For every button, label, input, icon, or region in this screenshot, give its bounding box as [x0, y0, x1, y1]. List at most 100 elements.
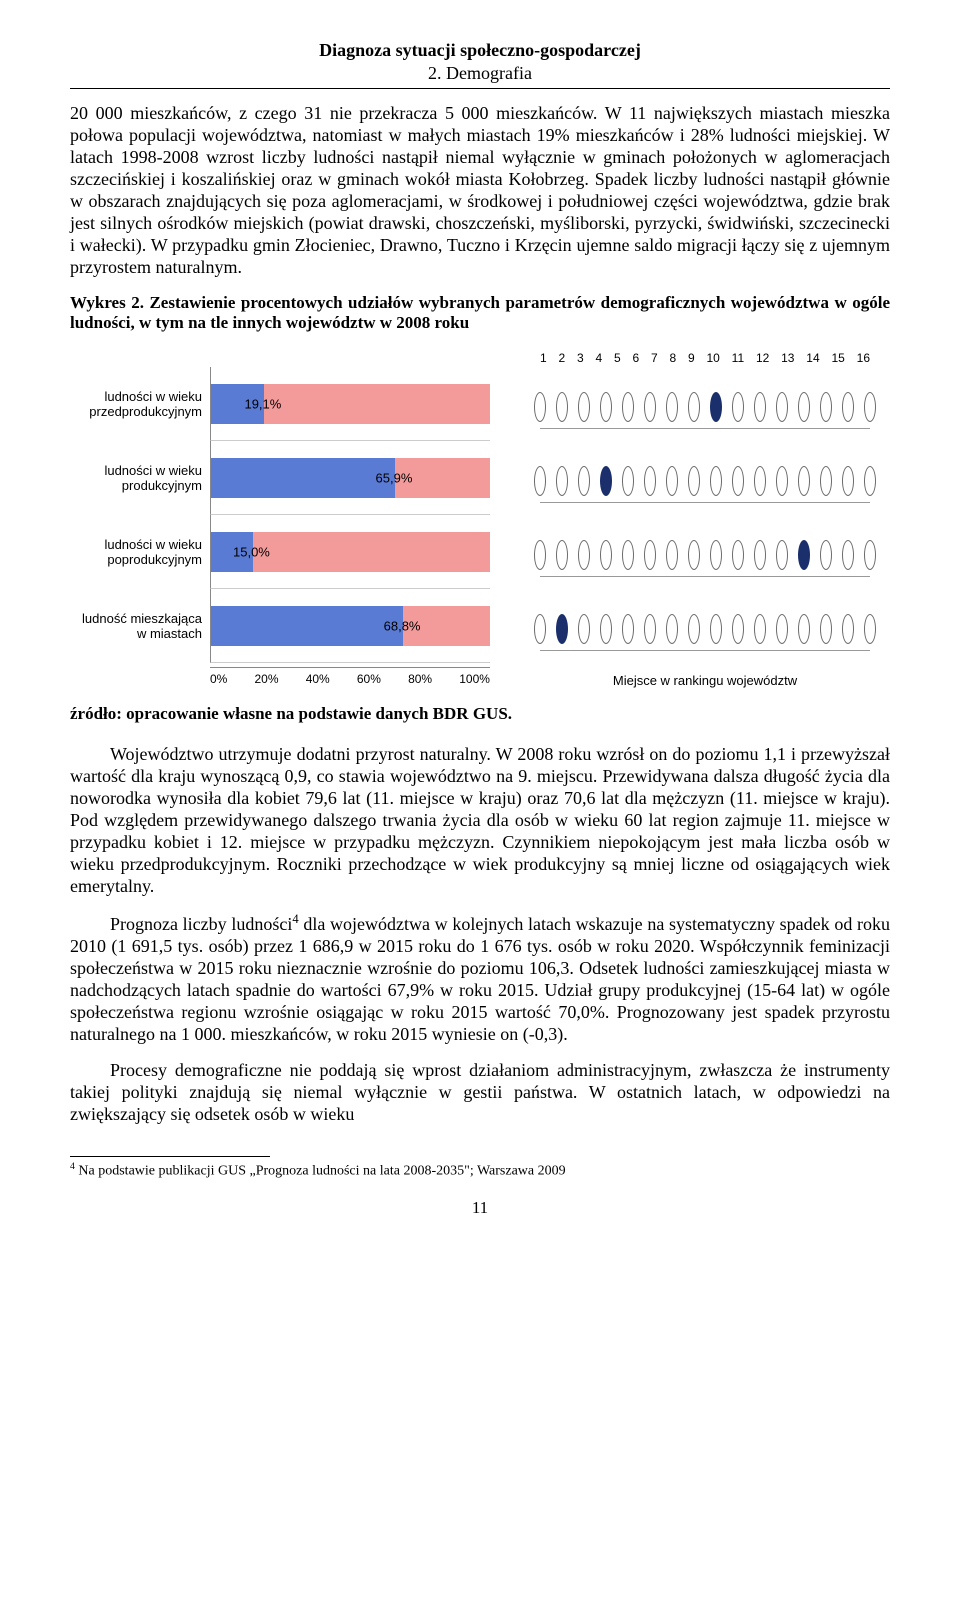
rank-marker [864, 466, 876, 496]
rank-marker [754, 466, 766, 496]
rank-marker [864, 540, 876, 570]
rank-marker [644, 466, 656, 496]
rank-marker [776, 466, 788, 496]
rank-marker [864, 614, 876, 644]
rank-marker [644, 614, 656, 644]
chart-row-label: ludność mieszkająca w miastach [80, 611, 210, 642]
chart: 12345678910111213141516 ludności w wieku… [80, 343, 890, 688]
rank-marker [732, 614, 744, 644]
rank-marker [644, 392, 656, 422]
rank-marker [842, 614, 854, 644]
rank-marker-filled [798, 540, 810, 570]
rank-marker [600, 540, 612, 570]
rank-marker [534, 466, 546, 496]
rank-marker [622, 540, 634, 570]
paragraph-4: Procesy demograficzne nie poddają się wp… [70, 1060, 890, 1126]
bar-blue [211, 606, 403, 646]
rank-marker [666, 614, 678, 644]
rank-marker [754, 614, 766, 644]
bar-pink [253, 532, 490, 572]
bar-blue [211, 458, 395, 498]
bar-value-label: 19,1% [244, 396, 281, 411]
bar-zone: 15,0% [210, 515, 490, 589]
rank-marker [820, 466, 832, 496]
rank-axis-numbers: 12345678910111213141516 [540, 351, 870, 365]
bar-x-axis: 0%20%40%60%80%100% [210, 667, 490, 686]
rank-marker [644, 540, 656, 570]
rank-marker [578, 540, 590, 570]
rank-marker [798, 466, 810, 496]
header-rule [70, 88, 890, 89]
rank-marker-filled [600, 466, 612, 496]
rank-marker [710, 614, 722, 644]
rank-marker [688, 466, 700, 496]
bar-value-label: 68,8% [384, 618, 421, 633]
rank-marker [798, 614, 810, 644]
rank-marker [842, 392, 854, 422]
rank-marker [600, 392, 612, 422]
rank-marker [666, 466, 678, 496]
rank-marker [754, 540, 766, 570]
chart-row: ludności w wieku produkcyjnym 65,9% [80, 441, 890, 515]
chart-row: ludności w wieku poprodukcyjnym 15,0% [80, 515, 890, 589]
chart-source: źródło: opracowanie własne na podstawie … [70, 704, 890, 724]
chart-title: Wykres 2. Zestawienie procentowych udzia… [70, 293, 890, 334]
rank-marker [732, 466, 744, 496]
paragraph-3: Prognoza liczby ludności4 dla województw… [70, 912, 890, 1046]
rank-marker [666, 392, 678, 422]
rank-marker [776, 614, 788, 644]
bar-value-label: 15,0% [233, 544, 270, 559]
rank-marker [622, 614, 634, 644]
rank-marker [688, 392, 700, 422]
rank-marker [534, 540, 546, 570]
chart-row: ludność mieszkająca w miastach 68,8% [80, 589, 890, 663]
bar-pink [264, 384, 490, 424]
bar-value-label: 65,9% [376, 470, 413, 485]
rank-marker [710, 466, 722, 496]
rank-markers [540, 453, 870, 503]
rank-marker [622, 392, 634, 422]
footnote: 4 Na podstawie publikacji GUS „Prognoza … [70, 1161, 890, 1180]
rank-marker [578, 392, 590, 422]
chart-row-label: ludności w wieku przedprodukcyjnym [80, 389, 210, 420]
footnote-rule [70, 1156, 270, 1157]
paragraph-2: Województwo utrzymuje dodatni przyrost n… [70, 744, 890, 898]
rank-caption: Miejsce w rankingu województw [540, 667, 870, 688]
rank-marker [776, 392, 788, 422]
rank-marker [600, 614, 612, 644]
rank-marker [820, 540, 832, 570]
rank-markers [540, 601, 870, 651]
rank-markers [540, 527, 870, 577]
paragraph-1: 20 000 mieszkańców, z czego 31 nie przek… [70, 103, 890, 279]
rank-marker [666, 540, 678, 570]
rank-marker [820, 614, 832, 644]
rank-marker [710, 540, 722, 570]
rank-marker [754, 392, 766, 422]
page-header-subtitle: 2. Demografia [70, 63, 890, 84]
rank-marker [556, 392, 568, 422]
bar-zone: 19,1% [210, 367, 490, 441]
chart-row-label: ludności w wieku poprodukcyjnym [80, 537, 210, 568]
rank-marker [578, 466, 590, 496]
rank-marker [534, 614, 546, 644]
rank-marker [820, 392, 832, 422]
rank-marker-filled [710, 392, 722, 422]
rank-marker [578, 614, 590, 644]
rank-marker [798, 392, 810, 422]
rank-marker [842, 466, 854, 496]
rank-marker [732, 540, 744, 570]
rank-marker [776, 540, 788, 570]
rank-marker [556, 540, 568, 570]
rank-marker [842, 540, 854, 570]
rank-marker [556, 466, 568, 496]
bar-zone: 65,9% [210, 441, 490, 515]
rank-marker [688, 614, 700, 644]
rank-marker [732, 392, 744, 422]
rank-markers [540, 379, 870, 429]
rank-marker [688, 540, 700, 570]
rank-marker [864, 392, 876, 422]
rank-marker [534, 392, 546, 422]
chart-row-label: ludności w wieku produkcyjnym [80, 463, 210, 494]
rank-marker-filled [556, 614, 568, 644]
page-header-title: Diagnoza sytuacji społeczno-gospodarczej [70, 40, 890, 61]
